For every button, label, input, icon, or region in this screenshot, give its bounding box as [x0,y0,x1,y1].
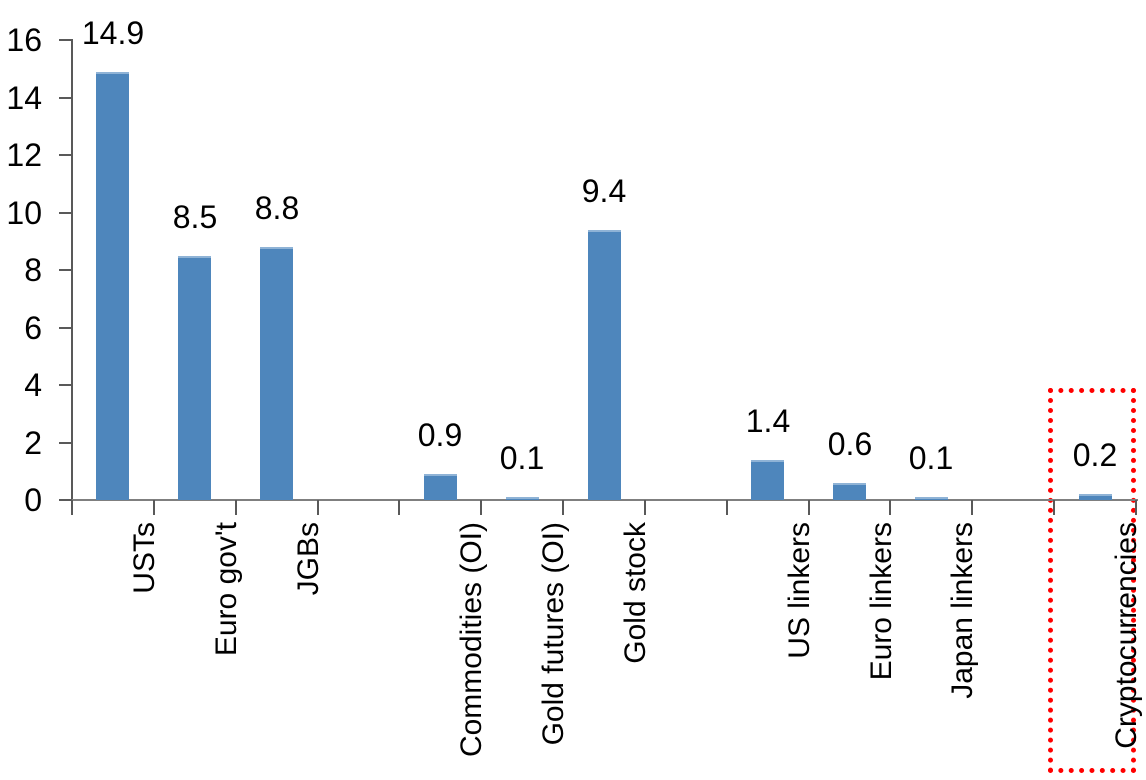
bar [178,256,211,500]
bar-value-label: 0.6 [827,426,873,462]
x-axis-tick [889,500,891,515]
y-axis-tick [59,39,72,41]
x-axis-tick [153,500,155,515]
bar-value-label: 1.4 [745,403,791,439]
y-axis-tick-label: 16 [6,22,42,58]
x-axis-tick [480,500,482,515]
x-axis-tick [726,500,728,515]
y-axis-tick-label: 12 [6,137,42,173]
x-axis-tick [562,500,564,515]
bar-value-label: 0.9 [417,417,463,453]
y-axis-tick [59,327,72,329]
category-label: USTs [128,522,161,594]
bar [915,497,948,500]
bar-value-label: 8.5 [172,199,218,235]
x-axis-tick [317,500,319,515]
bar [96,72,129,500]
bar-value-label: 0.2 [1072,437,1118,473]
bar [1079,494,1112,500]
category-label: Gold futures (OI) [537,522,570,746]
x-axis-tick [235,500,237,515]
bar [751,460,784,500]
y-axis-tick [59,442,72,444]
x-axis-tick [971,500,973,515]
bar [260,247,293,500]
y-axis-tick [59,269,72,271]
x-axis-tick [1053,500,1055,515]
bar-value-label: 8.8 [254,190,300,226]
bar [833,483,866,500]
category-label: US linkers [783,522,816,659]
y-axis-tick-label: 0 [24,482,42,518]
y-axis-tick-label: 2 [24,425,42,461]
y-axis-line [71,39,73,501]
y-axis-tick [59,384,72,386]
highlight-box [1048,388,1136,773]
bar [588,230,621,500]
y-axis-tick-label: 6 [24,310,42,346]
y-axis-tick-label: 8 [24,252,42,288]
x-axis-tick [71,500,73,515]
bar-value-label: 9.4 [581,173,627,209]
bar-value-label: 0.1 [499,440,545,476]
category-label: Gold stock [619,522,652,664]
category-label: Cryptocurrencies [1110,522,1143,749]
y-axis-tick [59,97,72,99]
y-axis-tick [59,212,72,214]
x-axis-line [72,499,1138,501]
x-axis-tick [808,500,810,515]
category-label: JGBs [292,522,325,596]
x-axis-tick [1135,500,1137,515]
category-label: Euro linkers [865,522,898,681]
x-axis-tick [398,500,400,515]
y-axis-tick [59,154,72,156]
y-axis-tick-label: 14 [6,80,42,116]
category-label: Commodities (OI) [455,522,488,758]
x-axis-tick [644,500,646,515]
category-label: Japan linkers [946,522,979,699]
y-axis-tick-label: 10 [6,195,42,231]
bar-value-label: 0.1 [908,440,954,476]
category-label: Euro gov't [210,522,243,657]
y-axis-tick [59,499,72,501]
bar [424,474,457,500]
bar [506,497,539,500]
bar-value-label: 14.9 [81,15,145,51]
y-axis-tick-label: 4 [24,367,42,403]
